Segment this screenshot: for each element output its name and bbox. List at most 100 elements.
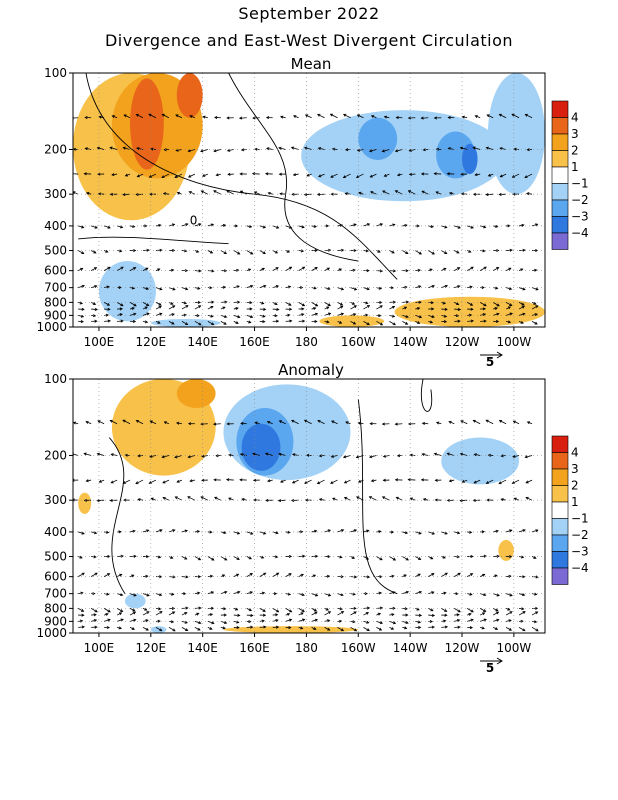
wind-vector-head (526, 421, 531, 425)
wind-vector-head (262, 251, 266, 255)
wind-vector-head (405, 251, 409, 255)
wind-vector-head (457, 319, 461, 323)
wind-vector (480, 619, 487, 622)
wind-vector-head (97, 192, 101, 196)
wind-vector (176, 149, 183, 152)
wind-vector (129, 267, 136, 271)
wind-vector-head (446, 498, 450, 502)
wind-vector-head (262, 225, 267, 229)
wind-vector-head (132, 608, 136, 612)
wind-vector (116, 302, 124, 307)
wind-vector-head (486, 114, 490, 118)
wind-vector-head (444, 284, 449, 288)
wind-vector-head (133, 248, 137, 253)
wind-vector (518, 529, 526, 533)
wind-vector (112, 115, 118, 119)
wind-vector-head (275, 319, 280, 323)
wind-vector (402, 591, 409, 595)
y-tick-label: 600 (44, 570, 67, 584)
wind-vector (272, 608, 279, 613)
wind-vector-head (73, 421, 77, 425)
wind-vector (324, 611, 331, 616)
wind-vector-head (318, 498, 323, 502)
panel-title: Mean (291, 55, 332, 73)
wind-vector-head (84, 147, 88, 151)
wind-vector-head (534, 592, 538, 596)
wind-vector-head (120, 618, 124, 622)
wind-vector (207, 591, 214, 595)
wind-vector-head (379, 322, 384, 326)
wind-vector (317, 420, 325, 425)
wind-vector-head (288, 307, 293, 311)
wind-vector (486, 147, 494, 150)
wind-vector-head (340, 611, 345, 614)
wind-vector-head (239, 478, 243, 482)
wind-vector-head (366, 606, 371, 610)
wind-vector-head (459, 146, 464, 150)
wind-vector-head (223, 613, 227, 617)
wind-vector-head (276, 225, 280, 229)
wind-vector-head (133, 618, 137, 622)
wind-vector-head (124, 453, 128, 457)
wind-vector-head (535, 223, 539, 227)
wind-vector-head (119, 307, 123, 311)
wind-vector-head (315, 303, 319, 307)
wind-vector (267, 421, 273, 425)
wind-vector-head (356, 114, 361, 118)
wind-vector (259, 531, 266, 535)
wind-vector-head (171, 313, 175, 317)
wind-vector-head (274, 302, 278, 305)
wind-vector-head (469, 530, 473, 534)
wind-vector-head (313, 306, 317, 310)
wind-vector-head (418, 613, 423, 617)
wind-vector-head (110, 480, 114, 484)
wind-vector-head (500, 498, 504, 502)
wind-vector-head (455, 314, 460, 318)
wind-vector-head (313, 224, 317, 228)
colorbar-segment (551, 518, 569, 536)
wind-vector-head (481, 530, 485, 534)
wind-vector-head (392, 322, 396, 326)
wind-vector-head (433, 116, 437, 120)
wind-vector (415, 591, 422, 595)
wind-vector (402, 620, 409, 624)
colorbar-label: −1 (571, 512, 589, 526)
wind-vector-head (408, 148, 412, 152)
wind-vector-head (525, 480, 529, 484)
wind-vector-head (120, 225, 124, 229)
wind-vector (389, 620, 396, 624)
wind-vector (518, 593, 525, 596)
wind-vector-head (429, 268, 433, 272)
wind-vector (531, 611, 538, 616)
colorbar-segment (551, 534, 569, 552)
wind-vector-head (224, 590, 228, 594)
wind-vector-head (118, 285, 122, 290)
wind-vector-head (456, 302, 460, 306)
wind-vector-head (291, 419, 295, 423)
wind-vector-head (248, 320, 252, 324)
wind-vector (254, 191, 260, 195)
y-tick-label: 200 (44, 142, 67, 156)
wind-vector-head (274, 250, 279, 254)
wind-vector-head (158, 607, 162, 611)
wind-vector-head (383, 173, 387, 177)
wind-vector-head (509, 312, 513, 316)
wind-vector-head (252, 452, 256, 456)
y-tick-label: 800 (44, 601, 67, 615)
wind-vector (467, 619, 474, 622)
wind-vector-head (184, 612, 188, 615)
wind-vector-head (94, 625, 98, 629)
page-subtitle: Divergence and East-West Divergent Circu… (104, 31, 514, 50)
wind-vector (298, 574, 304, 578)
wind-vector (259, 572, 266, 577)
x-tick-label: 100W (496, 641, 531, 655)
wind-vector (149, 173, 157, 178)
wind-vector-head (185, 628, 189, 632)
wind-vector (473, 147, 481, 150)
wind-vector (233, 314, 240, 318)
wind-vector-head (123, 114, 127, 118)
divergence-region (78, 492, 92, 514)
wind-vector-head (223, 269, 228, 273)
wind-vector (252, 453, 260, 456)
wind-vector (479, 302, 487, 307)
